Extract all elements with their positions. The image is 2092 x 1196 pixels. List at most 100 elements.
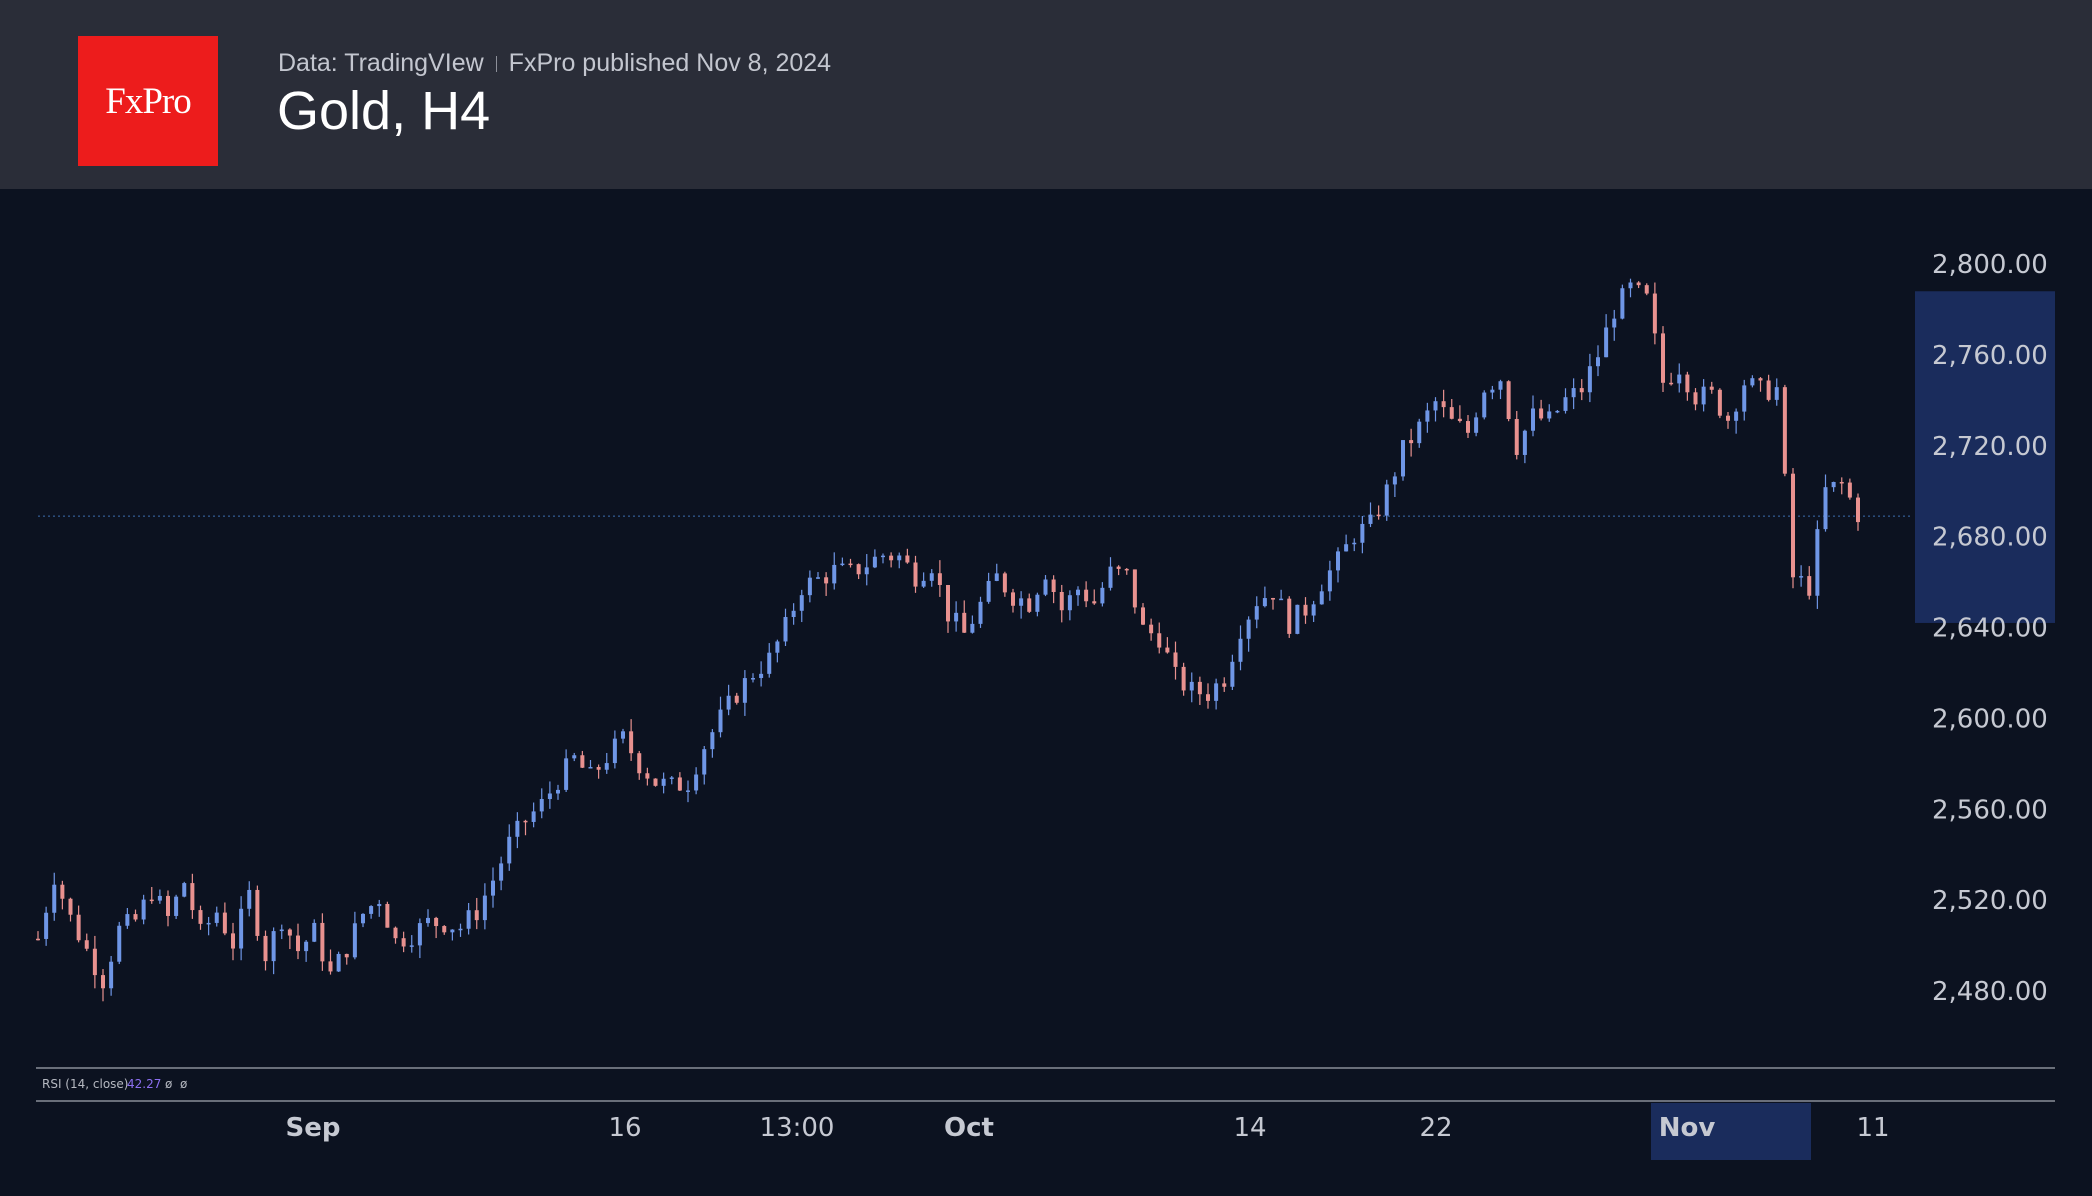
candle-body [1839, 481, 1844, 484]
candle-body [109, 961, 114, 989]
candle-body [1652, 293, 1657, 334]
candle-body [491, 880, 495, 896]
price-range-highlight [1915, 291, 2055, 623]
candle-body [352, 923, 357, 958]
candle-body [954, 612, 959, 622]
candle-body [1693, 392, 1698, 405]
candle-body [1124, 568, 1129, 571]
candle-body [198, 910, 203, 924]
x-tick-label: Nov [1659, 1113, 1716, 1143]
candle-body [1100, 587, 1105, 604]
candle-body [946, 585, 950, 622]
x-tick-label: 13:00 [760, 1113, 835, 1143]
candle-body [36, 938, 40, 941]
candle-body [783, 617, 788, 642]
candle-body [369, 906, 374, 914]
y-tick-label: 2,560.00 [1932, 795, 2048, 825]
logo-text: FxPro [105, 80, 191, 122]
candle-body [450, 929, 455, 933]
time-axis[interactable]: Sep 16 13:00 Oct 14 22 Nov 11 [286, 1103, 1890, 1160]
candle-body [539, 799, 544, 812]
candle-body [190, 883, 195, 911]
candle-body [556, 789, 560, 794]
candle-body [101, 975, 105, 989]
candle-body [767, 652, 772, 674]
y-tick-label: 2,720.00 [1932, 432, 2048, 462]
price-chart[interactable]: 2,480.00 2,520.00 2,560.00 2,600.00 2,640.00… [0, 189, 2092, 1196]
candle-body [247, 889, 252, 909]
candle-body [1807, 576, 1812, 596]
candle-body [1368, 514, 1373, 524]
candle-body [881, 555, 885, 558]
candle-body [677, 777, 682, 791]
candle-body [1604, 327, 1609, 358]
candle-body [320, 922, 325, 962]
candle-body [1246, 619, 1251, 639]
candle-body [84, 940, 89, 949]
plot-area[interactable] [36, 278, 1912, 1002]
candle-body [117, 925, 122, 962]
candle-body [231, 933, 235, 949]
candle-body [1579, 388, 1584, 393]
candle-body [222, 912, 227, 934]
candle-body [1206, 694, 1210, 701]
y-tick-label: 2,600.00 [1932, 704, 2048, 734]
candle-body [1392, 476, 1397, 485]
fxpro-logo: FxPro [78, 36, 218, 166]
candle-body [523, 820, 528, 823]
candle-body [482, 895, 487, 921]
candle-body [661, 778, 666, 786]
candle-body [263, 935, 268, 962]
candle-body [994, 573, 999, 581]
candle-body [937, 573, 942, 586]
candle-body [694, 774, 699, 791]
candle-body [1181, 666, 1186, 691]
candle-body [68, 898, 73, 915]
candle-body [1563, 397, 1568, 411]
header-bar: FxPro Data: TradingVIew FxPro published … [0, 0, 2092, 189]
candle-body [1376, 514, 1381, 517]
candle-body [978, 601, 983, 624]
candle-body [1457, 418, 1462, 422]
price-axis[interactable]: 2,480.00 2,520.00 2,560.00 2,600.00 2,640.00… [1915, 250, 2055, 1007]
candle-body [775, 641, 780, 653]
y-tick-label: 2,680.00 [1932, 523, 2048, 553]
candle-body [1539, 408, 1544, 419]
publisher: FxPro published Nov 8, 2024 [508, 49, 832, 77]
candle-body [1701, 386, 1706, 405]
candle-body [1514, 419, 1519, 455]
candle-body [1856, 497, 1860, 523]
candle-body [271, 931, 276, 962]
candle-body [580, 755, 585, 768]
candle-body [1011, 592, 1015, 606]
candle-body [417, 923, 422, 946]
candle-body [1441, 401, 1446, 408]
candle-body [344, 953, 349, 958]
candle-body [929, 573, 934, 581]
candle-body [1051, 579, 1056, 593]
candle-body [1254, 606, 1259, 620]
rsi-pane: RSI (14, close) 42.27 ø ø [36, 1067, 2055, 1102]
candle-body [1782, 387, 1787, 474]
candle-body [1214, 683, 1219, 701]
x-tick-label: 16 [608, 1113, 641, 1143]
candle-body [52, 884, 57, 913]
candle-body [409, 945, 414, 947]
candle-body [921, 580, 926, 587]
candle-body [1620, 288, 1625, 319]
candle-body [1596, 357, 1600, 367]
rsi-label: RSI (14, close) [42, 1077, 128, 1091]
candle-body [1612, 318, 1617, 328]
candle-body [157, 895, 162, 901]
candle-body [1498, 381, 1503, 390]
candle-body [1571, 388, 1576, 398]
time-highlight [1651, 1103, 1811, 1160]
candle-body [434, 917, 439, 927]
rsi-extra-1: ø [165, 1077, 172, 1091]
candle-body [897, 555, 902, 561]
candle-body [1847, 482, 1852, 498]
candle-body [864, 567, 869, 575]
candle-body [312, 922, 317, 942]
candle-body [1522, 430, 1527, 455]
candle-body [596, 767, 601, 770]
